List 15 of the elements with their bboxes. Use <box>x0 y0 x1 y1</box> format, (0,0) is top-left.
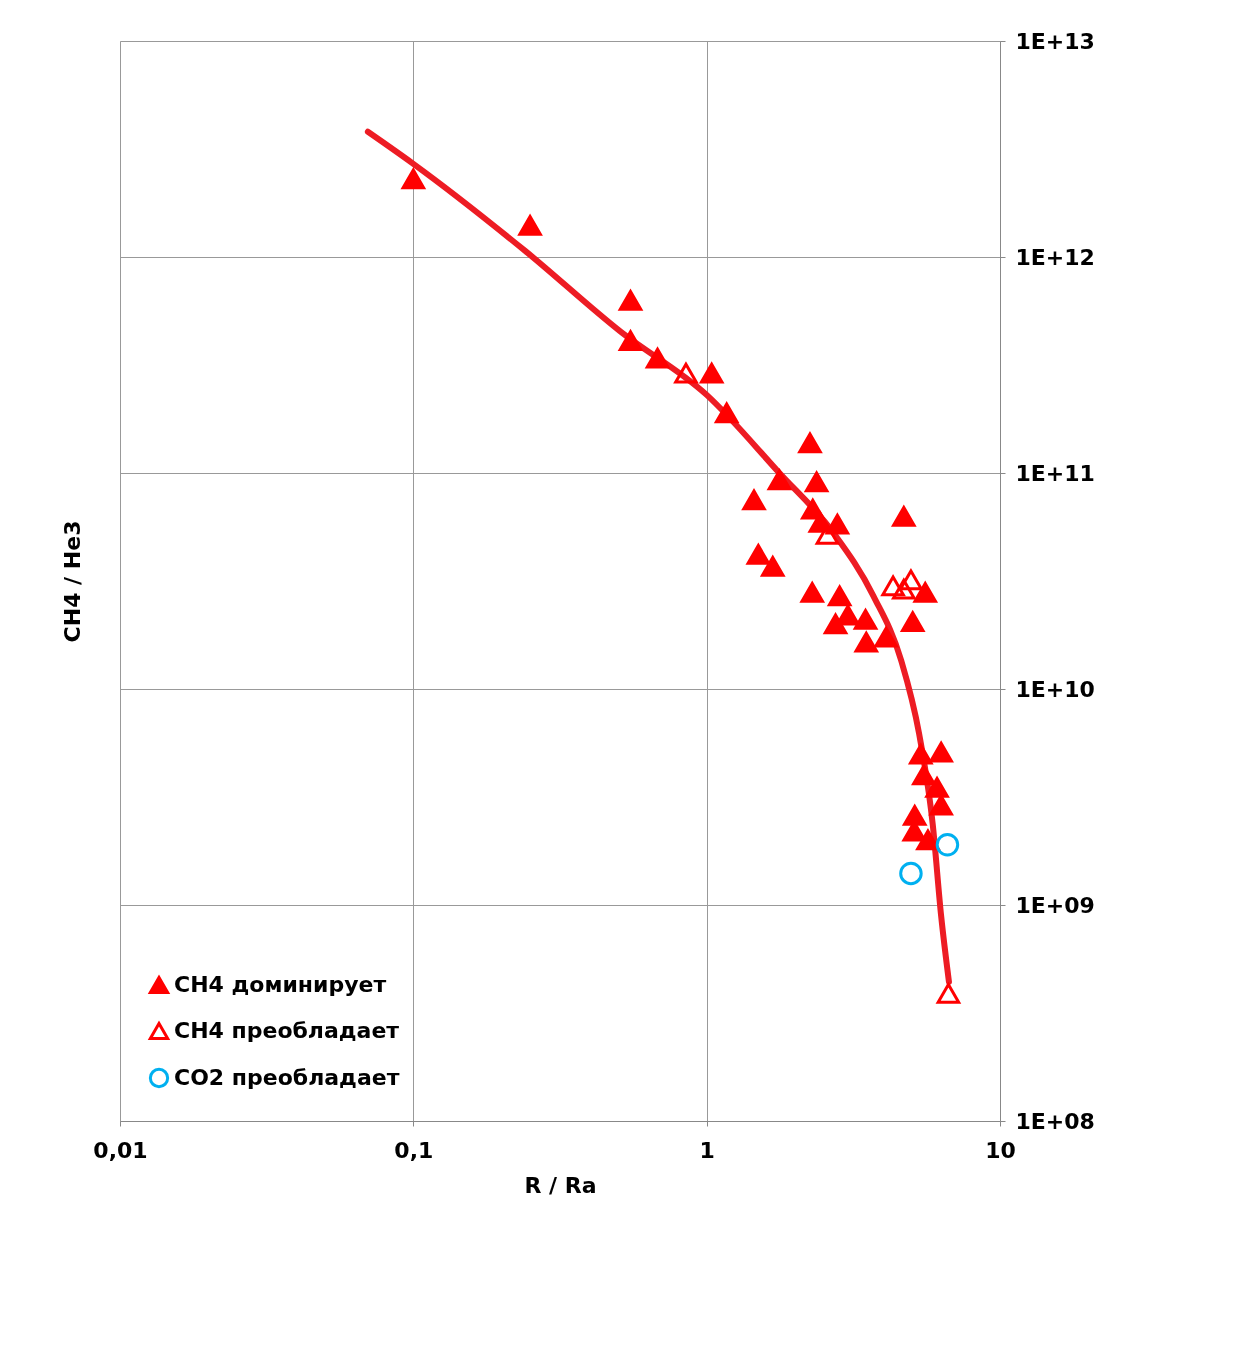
y-tick-label: 1E+08 <box>1015 1108 1095 1134</box>
y-tick-label: 1E+09 <box>1015 892 1095 918</box>
y-tick-label: 1E+10 <box>1015 676 1095 702</box>
y-tick-label: 1E+12 <box>1015 244 1095 270</box>
x-tick-label: 0,01 <box>93 1137 148 1163</box>
x-tick-label: 10 <box>985 1137 1016 1163</box>
x-tick-label: 0,1 <box>394 1137 434 1163</box>
legend-label: CO2 преобладает <box>174 1065 400 1090</box>
y-tick-label: 1E+13 <box>1015 28 1095 54</box>
legend-label: CH4 преобладает <box>174 1018 400 1043</box>
y-axis-title: CH4 / He3 <box>59 520 85 643</box>
y-tick-label: 1E+11 <box>1015 460 1095 486</box>
x-tick-label: 1 <box>699 1137 715 1163</box>
x-axis-title: R / Ra <box>524 1172 597 1198</box>
legend-label: CH4 доминирует <box>174 972 387 997</box>
